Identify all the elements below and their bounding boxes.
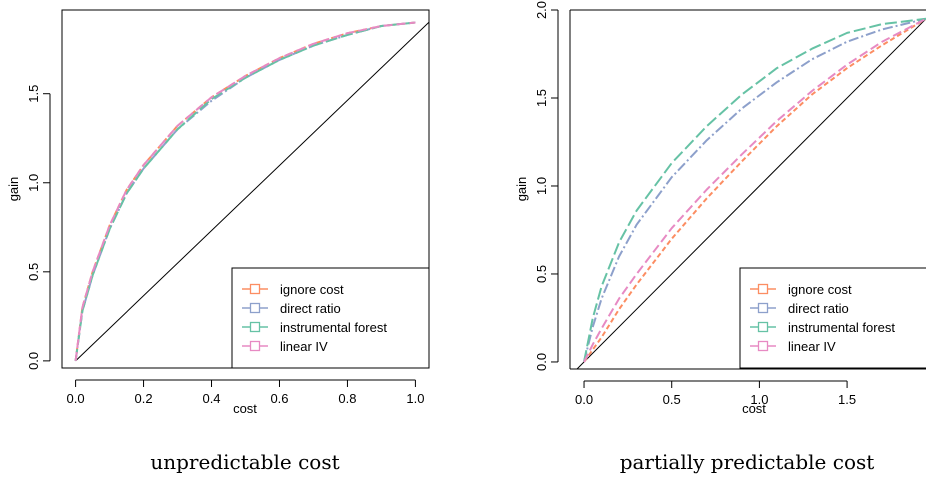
right-caption: partially predictable cost [620, 450, 875, 474]
y-tick-label: 0.0 [26, 352, 41, 370]
right-legend: ignore cost direct ratio instrumental fore… [739, 267, 926, 369]
left-caption: unpredictable cost [150, 450, 339, 474]
series-line-instrumental-forest [583, 17, 926, 363]
left-legend-box [231, 267, 430, 369]
left-axis-ticks: 0.0 0.2 0.4 0.6 0.8 1.0 0.0 0.5 1.0 1.5 [26, 85, 424, 406]
series-line-linear-iv [583, 17, 926, 363]
legend-label: linear IV [788, 339, 836, 354]
x-tick-label: 0.2 [135, 391, 153, 406]
x-tick-label: 0.5 [663, 392, 681, 407]
x-tick-label: 0.6 [270, 391, 288, 406]
left-plot-lines [74, 21, 429, 362]
series-line-direct-ratio [583, 17, 926, 363]
right-legend-box [739, 267, 926, 369]
x-tick-label: 1.5 [838, 392, 856, 407]
left-legend: ignore cost direct ratio instrumental fore… [231, 267, 430, 369]
series-line-linear-iv [74, 21, 416, 362]
series-line-instrumental-forest [74, 21, 416, 362]
right-plot-lines [576, 17, 926, 369]
diagonal-reference-line [75, 21, 429, 362]
y-tick-label: 1.0 [534, 177, 549, 195]
legend-swatch-square [757, 302, 769, 314]
y-tick-label: 2.0 [534, 1, 549, 19]
x-tick-label: 0.0 [575, 392, 593, 407]
diagonal-reference-line [576, 18, 926, 369]
y-tick-label: 0.5 [26, 263, 41, 281]
legend-swatch-square [249, 283, 261, 295]
legend-swatch-square [757, 283, 769, 295]
series-line-ignore-cost [583, 17, 926, 363]
right-panel: 0.0 0.5 1.0 1.5 0.0 0.5 1.0 1.5 2.0 cost gain ig… [514, 1, 926, 474]
left-x-axis-title: cost [233, 401, 257, 416]
x-tick-label: 1.0 [406, 391, 424, 406]
left-y-axis-title: gain [6, 177, 21, 202]
legend-swatch-square [249, 302, 261, 314]
x-tick-label: 0.0 [67, 391, 85, 406]
left-panel: 0.0 0.2 0.4 0.6 0.8 1.0 0.0 0.5 1.0 1.5 cost gain… [6, 9, 430, 474]
y-tick-label: 0.0 [534, 353, 549, 371]
y-tick-label: 0.5 [534, 265, 549, 283]
legend-swatch-square [757, 321, 769, 333]
y-tick-label: 1.5 [26, 85, 41, 103]
y-tick-label: 1.5 [534, 89, 549, 107]
legend-label: instrumental forest [788, 320, 895, 335]
series-line-direct-ratio [74, 21, 416, 362]
legend-label: instrumental forest [280, 320, 387, 335]
right-x-axis-title: cost [742, 401, 766, 416]
legend-label: ignore cost [280, 282, 344, 297]
y-tick-label: 1.0 [26, 174, 41, 192]
legend-label: direct ratio [280, 301, 341, 316]
x-tick-label: 0.4 [202, 391, 220, 406]
legend-swatch-square [249, 340, 261, 352]
legend-label: direct ratio [788, 301, 849, 316]
legend-swatch-square [249, 321, 261, 333]
legend-label: linear IV [280, 339, 328, 354]
legend-label: ignore cost [788, 282, 852, 297]
right-axis-ticks: 0.0 0.5 1.0 1.5 0.0 0.5 1.0 1.5 2.0 [534, 1, 856, 407]
right-y-axis-title: gain [514, 177, 529, 202]
x-tick-label: 1.0 [750, 392, 768, 407]
legend-swatch-square [757, 340, 769, 352]
x-tick-label: 0.8 [338, 391, 356, 406]
